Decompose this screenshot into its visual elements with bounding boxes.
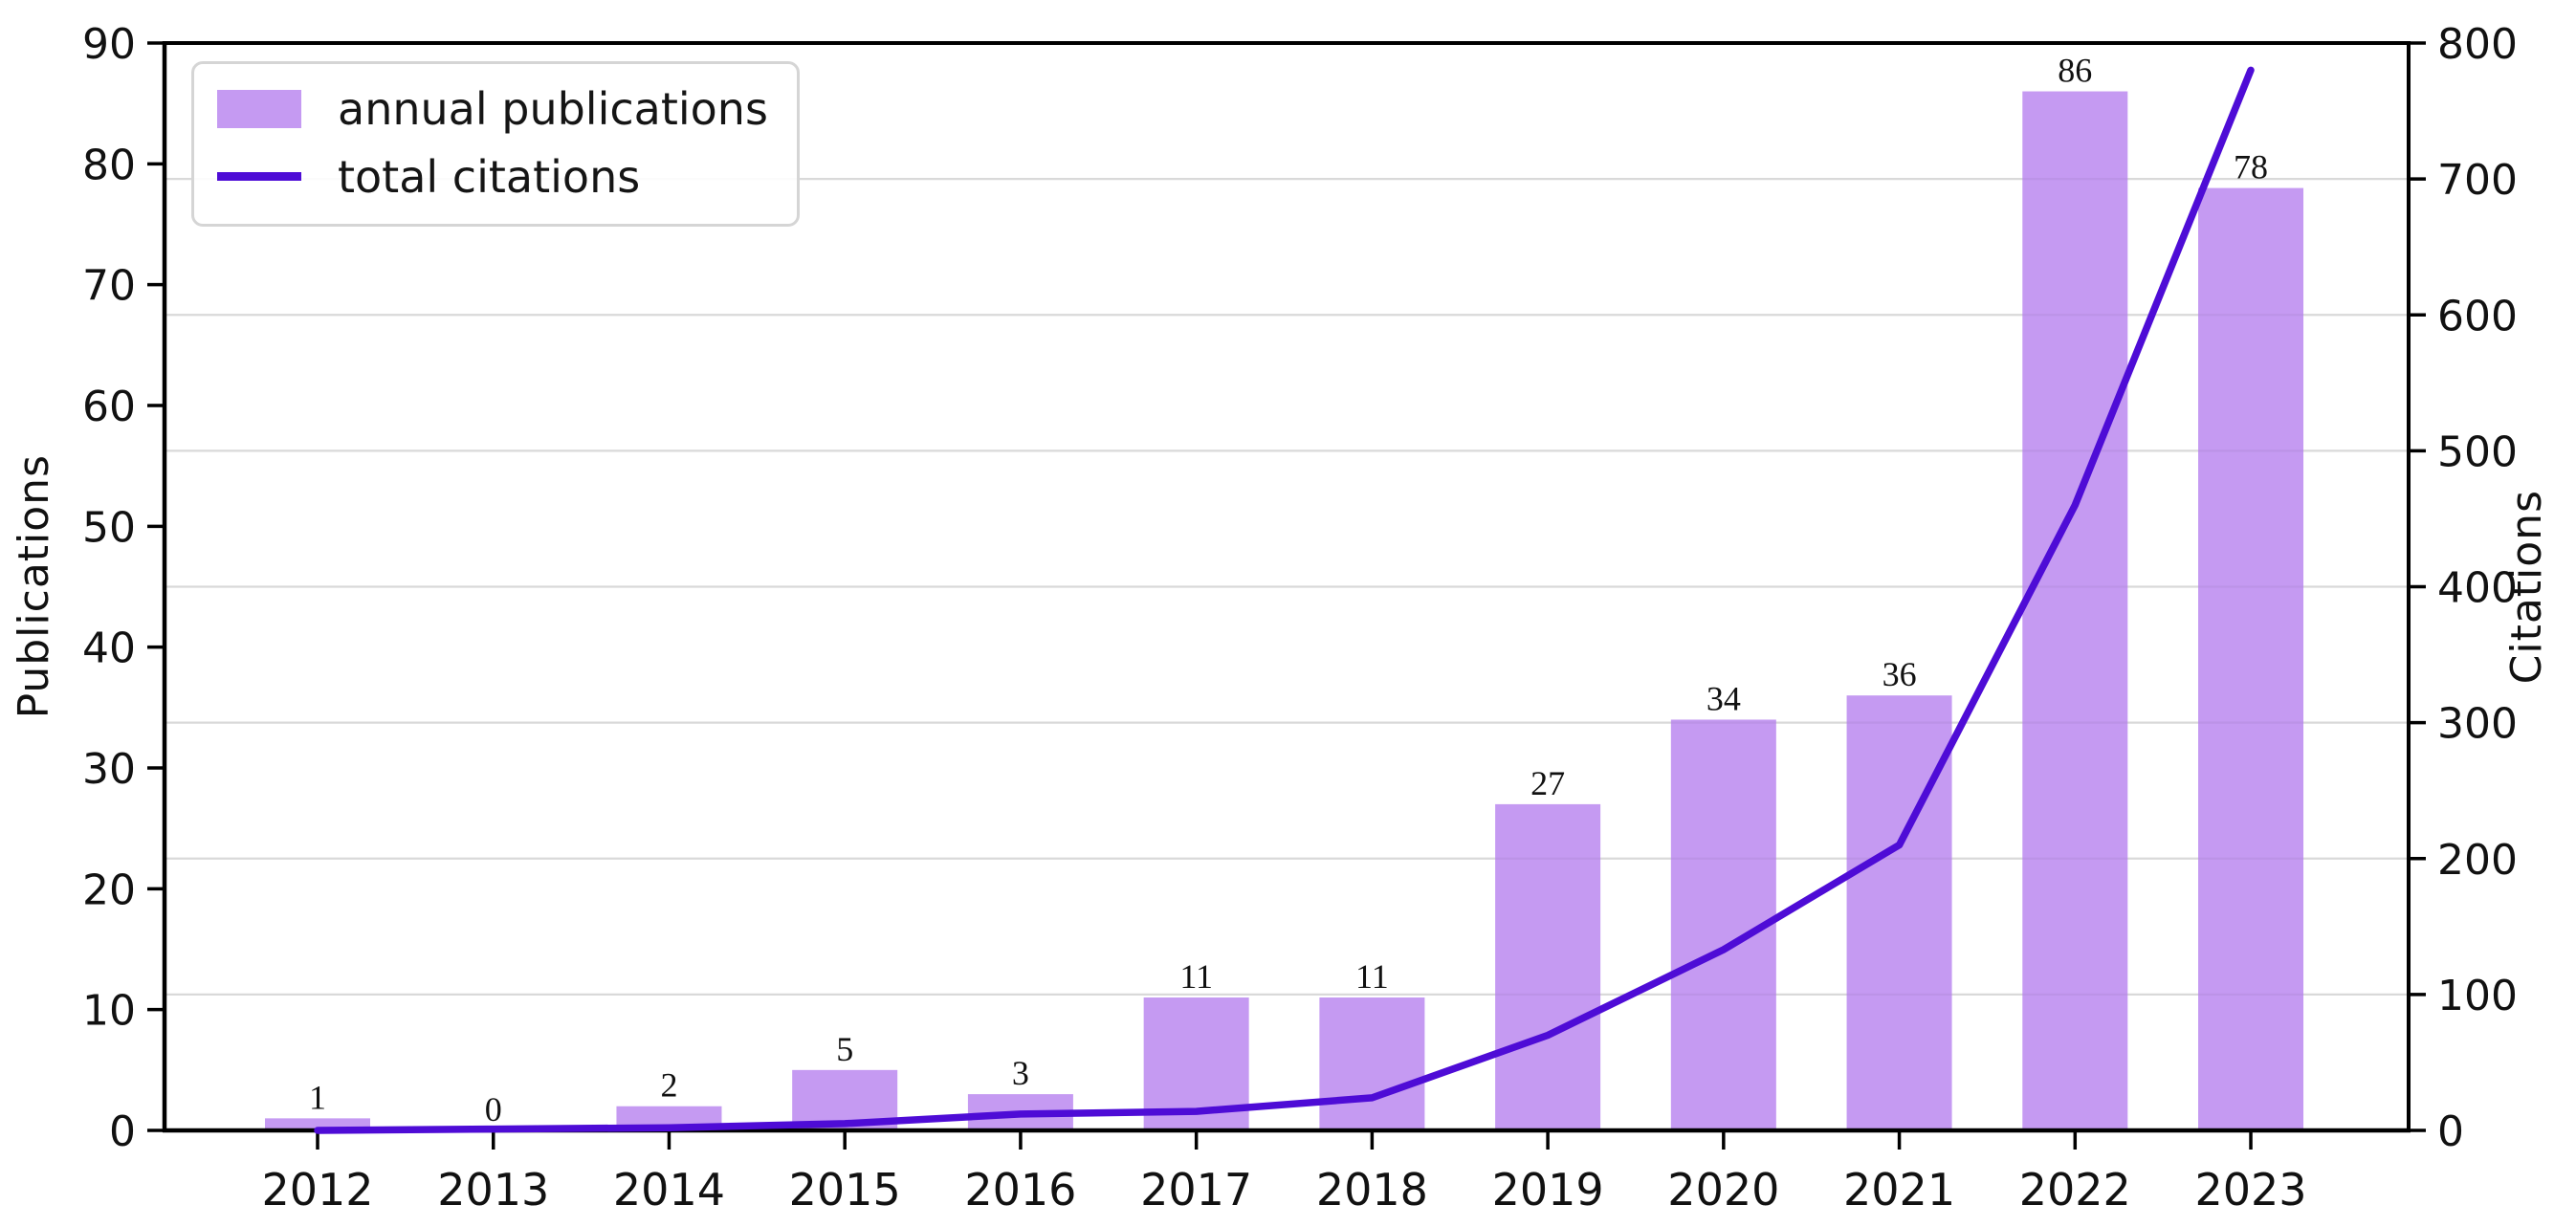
bar-value-label-2016: 3 xyxy=(1012,1054,1029,1092)
right-tick-label-800: 800 xyxy=(2437,20,2518,69)
y-axis-title-right-wrap: Citations xyxy=(2502,43,2551,1130)
bar-value-label-2020: 34 xyxy=(1706,679,1741,717)
bar-2021 xyxy=(1846,695,1952,1130)
bars-group xyxy=(265,91,2304,1131)
x-tick-label-2013: 2013 xyxy=(437,1164,549,1216)
left-tick-label-50: 50 xyxy=(82,503,136,552)
right-tick-label-500: 500 xyxy=(2437,427,2518,476)
legend-label: annual publications xyxy=(338,83,768,135)
legend-label: total citations xyxy=(338,150,641,203)
x-tick-label-2022: 2022 xyxy=(2019,1164,2131,1216)
bar-value-label-2022: 86 xyxy=(2058,52,2092,90)
legend-bar-swatch xyxy=(217,90,301,129)
x-tick-label-2021: 2021 xyxy=(1843,1164,1955,1216)
right-tick-label-400: 400 xyxy=(2437,564,2518,613)
legend: annual publications total citations xyxy=(191,61,800,228)
bar-value-label-2019: 27 xyxy=(1530,764,1565,802)
right-tick-label-100: 100 xyxy=(2437,972,2518,1020)
right-tick-label-600: 600 xyxy=(2437,292,2518,340)
x-tick-label-2017: 2017 xyxy=(1140,1164,1252,1216)
bar-2019 xyxy=(1495,803,1601,1130)
x-tick-label-2016: 2016 xyxy=(964,1164,1076,1216)
right-tick-label-200: 200 xyxy=(2437,836,2518,885)
right-tick-label-0: 0 xyxy=(2437,1107,2464,1156)
bar-value-label-2014: 2 xyxy=(660,1066,677,1105)
x-tick-label-2019: 2019 xyxy=(1492,1164,1604,1216)
x-tick-label-2018: 2018 xyxy=(1316,1164,1428,1216)
bar-value-label-2013: 0 xyxy=(485,1090,502,1128)
left-tick-label-0: 0 xyxy=(109,1107,136,1156)
y-axis-title-right: Citations xyxy=(2502,489,2551,685)
bar-value-label-2012: 1 xyxy=(309,1078,326,1116)
left-tick-label-60: 60 xyxy=(82,383,136,431)
x-tick-label-2015: 2015 xyxy=(789,1164,901,1216)
bar-value-label-2017: 11 xyxy=(1179,957,1213,996)
left-tick-label-70: 70 xyxy=(82,262,136,311)
bar-value-label-2015: 5 xyxy=(836,1030,853,1068)
x-tick-label-2020: 2020 xyxy=(1667,1164,1779,1216)
bar-2023 xyxy=(2198,187,2304,1131)
left-tick-label-20: 20 xyxy=(82,865,136,914)
bar-2022 xyxy=(2022,91,2128,1131)
y-axis-title-left-wrap: Publications xyxy=(10,43,58,1130)
x-tick-label-2014: 2014 xyxy=(613,1164,725,1216)
left-tick-label-40: 40 xyxy=(82,624,136,673)
legend-line-swatch xyxy=(217,172,301,182)
left-tick-label-30: 30 xyxy=(82,745,136,794)
citations-line xyxy=(314,66,2255,1134)
bar-value-label-2023: 78 xyxy=(2234,148,2268,186)
bar-2018 xyxy=(1319,997,1425,1130)
legend-item-annual-publications: annual publications xyxy=(217,85,768,134)
bar-value-label-2021: 36 xyxy=(1882,655,1917,693)
left-tick-label-90: 90 xyxy=(82,20,136,69)
y-axis-title-left: Publications xyxy=(10,454,58,719)
x-tick-label-2023: 2023 xyxy=(2194,1164,2306,1216)
left-tick-label-80: 80 xyxy=(82,141,136,189)
bar-value-label-2018: 11 xyxy=(1355,957,1389,996)
legend-item-total-citations: total citations xyxy=(217,150,768,203)
labels-group: 0102030405060708090010020030040050060070… xyxy=(82,20,2518,1216)
x-tick-label-2012: 2012 xyxy=(261,1164,373,1216)
right-tick-label-700: 700 xyxy=(2437,156,2518,205)
left-tick-label-10: 10 xyxy=(82,987,136,1036)
line-series-group xyxy=(314,66,2255,1134)
right-tick-label-300: 300 xyxy=(2437,700,2518,749)
